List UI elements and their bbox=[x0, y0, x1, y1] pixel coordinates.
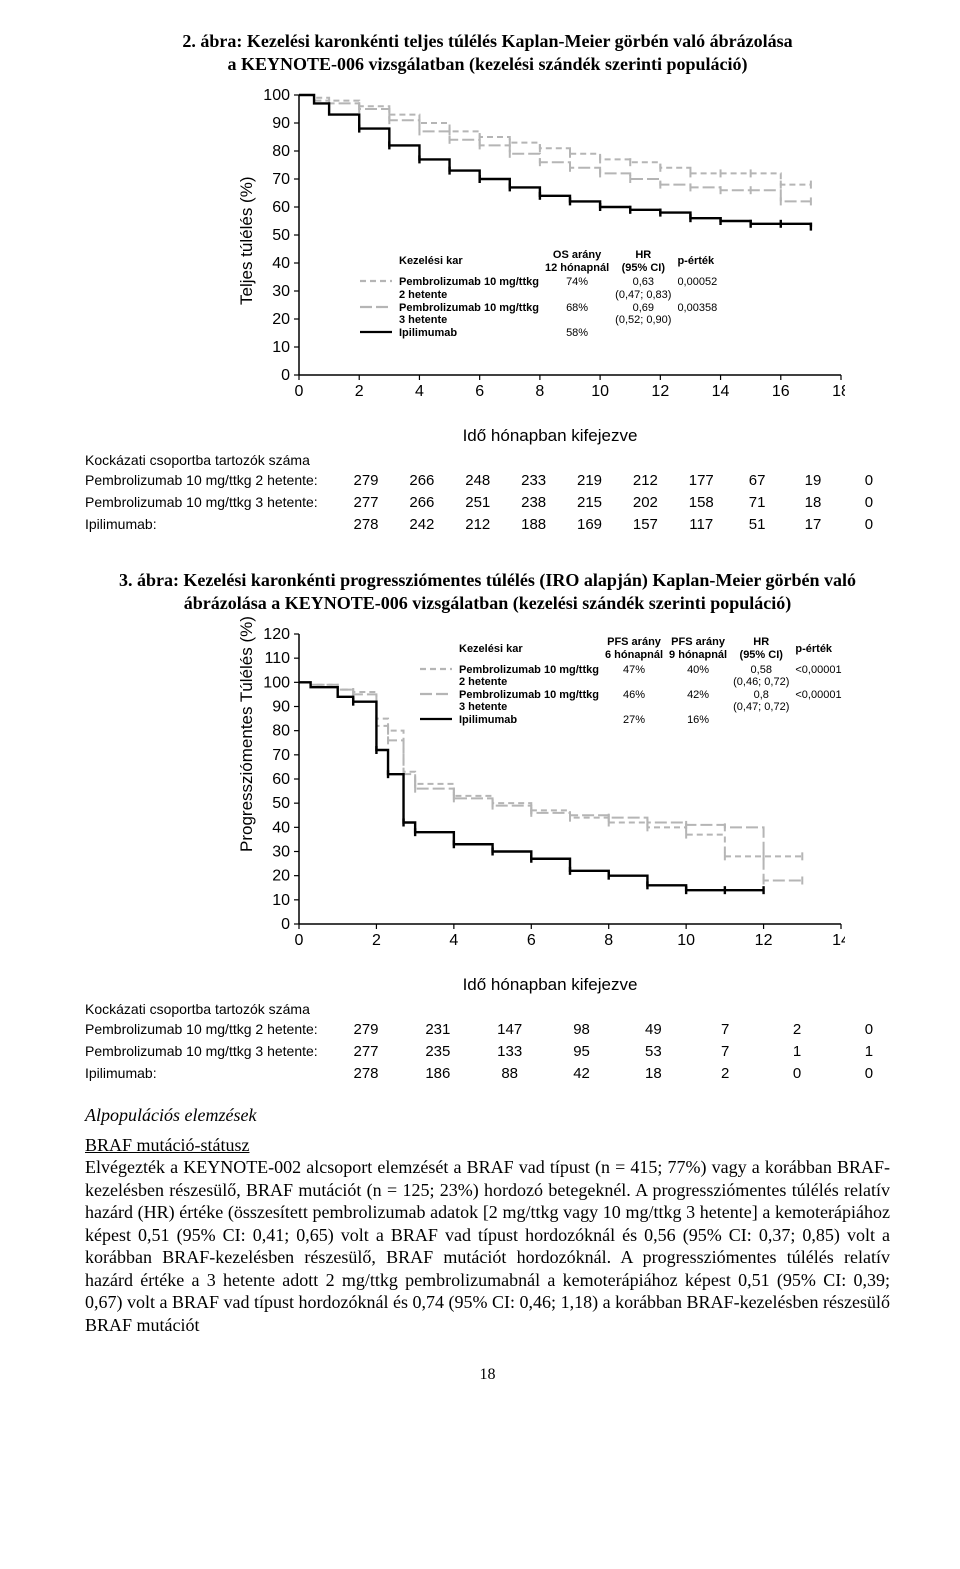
figure3-risk-title: Kockázati csoportba tartozók száma bbox=[85, 1001, 890, 1017]
svg-text:40: 40 bbox=[272, 820, 290, 837]
figure2-title-line2: a KEYNOTE-006 vizsgálatban (kezelési szá… bbox=[227, 54, 747, 74]
figure2-title-line1: 2. ábra: Kezelési karonkénti teljes túlé… bbox=[182, 31, 792, 51]
braf-heading: BRAF mutáció-státusz bbox=[85, 1135, 250, 1155]
page: 2. ábra: Kezelési karonkénti teljes túlé… bbox=[0, 0, 960, 1424]
risk-row-values: 27824221218816915711751170 bbox=[345, 514, 890, 536]
figure3-xlabel: Idő hónapban kifejezve bbox=[255, 975, 845, 995]
risk-row-label: Ipilimumab: bbox=[85, 514, 345, 534]
svg-text:50: 50 bbox=[272, 795, 290, 812]
svg-text:100: 100 bbox=[263, 89, 290, 104]
svg-text:4: 4 bbox=[449, 932, 458, 949]
svg-text:0: 0 bbox=[281, 367, 290, 384]
body-paragraph: BRAF mutáció-státusz Elvégezték a KEYNOT… bbox=[85, 1134, 890, 1337]
svg-text:20: 20 bbox=[272, 868, 290, 885]
svg-text:30: 30 bbox=[272, 283, 290, 300]
svg-text:6: 6 bbox=[527, 932, 536, 949]
svg-text:14: 14 bbox=[712, 383, 730, 400]
svg-text:10: 10 bbox=[272, 892, 290, 909]
body-text: Elvégezték a KEYNOTE-002 alcsoport elemz… bbox=[85, 1157, 890, 1335]
figure3-ylabel: Progressziómentes Túlélés (%) bbox=[237, 616, 257, 852]
svg-text:2: 2 bbox=[372, 932, 381, 949]
svg-text:80: 80 bbox=[272, 723, 290, 740]
page-number: 18 bbox=[85, 1366, 890, 1384]
svg-text:18: 18 bbox=[832, 383, 845, 400]
risk-row-label: Pembrolizumab 10 mg/ttkg 2 hetente: bbox=[85, 470, 345, 490]
svg-text:20: 20 bbox=[272, 311, 290, 328]
risk-row-values: 2792311479849720 bbox=[345, 1019, 890, 1041]
risk-row: Ipilimumab:27824221218816915711751170 bbox=[85, 514, 890, 536]
svg-text:6: 6 bbox=[475, 383, 484, 400]
figure3-title: 3. ábra: Kezelési karonkénti progresszió… bbox=[85, 569, 890, 614]
svg-text:120: 120 bbox=[263, 628, 290, 643]
risk-row: Pembrolizumab 10 mg/ttkg 3 hetente:27723… bbox=[85, 1041, 890, 1063]
svg-text:10: 10 bbox=[272, 339, 290, 356]
svg-text:8: 8 bbox=[535, 383, 544, 400]
risk-row-label: Pembrolizumab 10 mg/ttkg 2 hetente: bbox=[85, 1019, 345, 1039]
svg-text:8: 8 bbox=[604, 932, 613, 949]
risk-row-label: Pembrolizumab 10 mg/ttkg 3 hetente: bbox=[85, 1041, 345, 1061]
figure2-risk-table: Kockázati csoportba tartozók száma Pembr… bbox=[85, 452, 890, 535]
risk-row-values: 27926624823321921217767190 bbox=[345, 470, 890, 492]
risk-row-label: Pembrolizumab 10 mg/ttkg 3 hetente: bbox=[85, 492, 345, 512]
figure2-ylabel: Teljes túlélés (%) bbox=[237, 177, 257, 306]
svg-text:4: 4 bbox=[415, 383, 424, 400]
svg-text:10: 10 bbox=[677, 932, 695, 949]
risk-row: Pembrolizumab 10 mg/ttkg 2 hetente:27923… bbox=[85, 1019, 890, 1041]
figure2-risk-title: Kockázati csoportba tartozók száma bbox=[85, 452, 890, 468]
svg-text:14: 14 bbox=[832, 932, 845, 949]
risk-row-values: 2772351339553711 bbox=[345, 1041, 890, 1063]
figure2-title: 2. ábra: Kezelési karonkénti teljes túlé… bbox=[85, 30, 890, 75]
svg-text:50: 50 bbox=[272, 227, 290, 244]
risk-row: Ipilimumab:278186884218200 bbox=[85, 1063, 890, 1085]
svg-text:12: 12 bbox=[755, 932, 773, 949]
figure3-chart: Progressziómentes Túlélés (%) 0102030405… bbox=[255, 628, 890, 995]
figure2-legend: Kezelési karOS arány12 hónapnálHR(95% CI… bbox=[359, 249, 723, 340]
risk-row: Pembrolizumab 10 mg/ttkg 2 hetente:27926… bbox=[85, 470, 890, 492]
svg-text:0: 0 bbox=[295, 383, 304, 400]
svg-text:60: 60 bbox=[272, 199, 290, 216]
svg-text:60: 60 bbox=[272, 771, 290, 788]
svg-text:30: 30 bbox=[272, 844, 290, 861]
figure3-risk-table: Kockázati csoportba tartozók száma Pembr… bbox=[85, 1001, 890, 1084]
svg-text:80: 80 bbox=[272, 143, 290, 160]
svg-text:10: 10 bbox=[591, 383, 609, 400]
risk-row-values: 278186884218200 bbox=[345, 1063, 890, 1085]
svg-text:70: 70 bbox=[272, 747, 290, 764]
figure3-title-line2: ábrázolása a KEYNOTE-006 vizsgálatban (k… bbox=[184, 593, 792, 613]
svg-text:16: 16 bbox=[772, 383, 790, 400]
figure2-chart: Teljes túlélés (%) 010203040506070809010… bbox=[255, 89, 890, 446]
svg-text:0: 0 bbox=[281, 916, 290, 933]
svg-text:110: 110 bbox=[264, 650, 290, 667]
svg-text:12: 12 bbox=[651, 383, 669, 400]
risk-row-label: Ipilimumab: bbox=[85, 1063, 345, 1083]
svg-text:2: 2 bbox=[355, 383, 364, 400]
svg-text:90: 90 bbox=[272, 699, 290, 716]
figure2-xlabel: Idő hónapban kifejezve bbox=[255, 426, 845, 446]
svg-text:90: 90 bbox=[272, 115, 290, 132]
figure3-legend: Kezelési karPFS arány6 hónapnálPFS arány… bbox=[419, 636, 848, 727]
risk-row-values: 27726625123821520215871180 bbox=[345, 492, 890, 514]
risk-row: Pembrolizumab 10 mg/ttkg 3 hetente:27726… bbox=[85, 492, 890, 514]
svg-text:70: 70 bbox=[272, 171, 290, 188]
figure3-title-line1: 3. ábra: Kezelési karonkénti progresszió… bbox=[119, 570, 856, 590]
svg-text:40: 40 bbox=[272, 255, 290, 272]
svg-text:100: 100 bbox=[263, 675, 290, 692]
svg-text:0: 0 bbox=[295, 932, 304, 949]
subpop-heading: Alpopulációs elemzések bbox=[85, 1105, 890, 1126]
